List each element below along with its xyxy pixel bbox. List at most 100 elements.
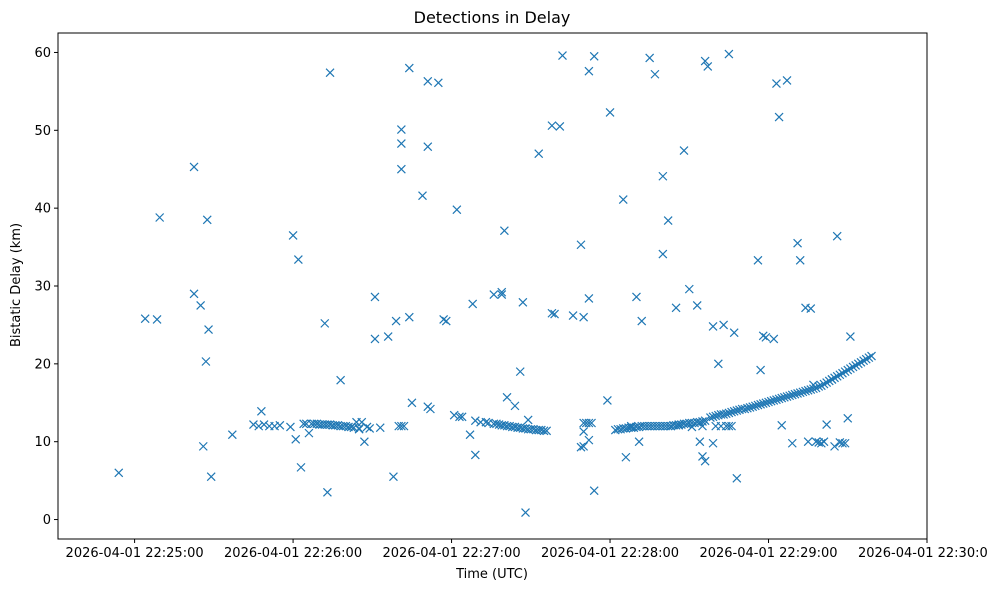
data-point xyxy=(756,365,766,375)
data-point xyxy=(637,316,647,326)
data-point xyxy=(816,381,826,391)
data-point xyxy=(539,426,549,436)
data-point xyxy=(370,292,380,302)
y-tick-label: 0 xyxy=(43,513,51,528)
data-point xyxy=(700,456,710,466)
data-point xyxy=(534,149,544,159)
data-point xyxy=(764,397,773,407)
data-point xyxy=(695,417,705,427)
data-point xyxy=(663,216,673,226)
data-point xyxy=(840,367,850,377)
data-point xyxy=(835,370,845,380)
data-point xyxy=(634,437,644,447)
data-point xyxy=(140,314,150,324)
data-point xyxy=(293,255,303,264)
data-point xyxy=(777,420,787,430)
y-tick-label: 50 xyxy=(34,124,51,139)
data-point xyxy=(189,289,199,299)
data-point xyxy=(832,371,842,381)
data-point xyxy=(256,406,266,416)
data-point xyxy=(259,420,269,429)
data-point xyxy=(758,399,768,408)
data-point xyxy=(457,412,467,422)
data-point xyxy=(492,419,501,429)
data-point xyxy=(579,441,589,451)
data-point xyxy=(605,107,615,117)
data-point xyxy=(782,392,792,401)
y-axis-title: Bistatic Delay (km) xyxy=(9,223,24,347)
data-point xyxy=(433,78,443,88)
data-point xyxy=(499,226,509,236)
data-point xyxy=(286,422,295,432)
data-point xyxy=(801,386,810,396)
data-point xyxy=(758,331,768,341)
data-point xyxy=(808,384,818,394)
data-point xyxy=(254,421,264,431)
data-point xyxy=(202,215,212,225)
y-tick-label: 60 xyxy=(34,46,51,61)
data-point xyxy=(470,450,480,460)
data-point xyxy=(816,438,826,448)
data-point xyxy=(383,332,393,342)
data-point xyxy=(618,195,628,205)
data-point xyxy=(785,391,795,401)
data-point xyxy=(299,419,309,429)
data-point xyxy=(587,418,596,428)
data-point xyxy=(584,435,594,445)
data-point xyxy=(756,399,766,409)
data-point xyxy=(584,418,594,428)
data-point xyxy=(700,56,710,66)
data-point xyxy=(827,374,837,384)
data-point xyxy=(861,354,871,364)
y-axis: 0 10 20 30 40 50 60 xyxy=(34,46,58,528)
data-point xyxy=(753,255,763,265)
data-point xyxy=(708,412,718,422)
data-point xyxy=(843,365,853,375)
data-point xyxy=(650,69,660,79)
data-point xyxy=(806,304,816,313)
data-point xyxy=(589,486,599,496)
data-point xyxy=(729,406,739,416)
data-point xyxy=(497,287,507,297)
data-point xyxy=(645,53,655,63)
data-point xyxy=(845,364,855,373)
plot-area xyxy=(57,32,928,540)
data-point xyxy=(576,240,586,250)
data-point xyxy=(793,389,802,398)
data-point xyxy=(206,472,216,482)
data-point xyxy=(779,392,789,402)
data-point xyxy=(705,413,715,422)
data-point xyxy=(423,76,433,86)
data-point xyxy=(468,299,478,309)
data-point xyxy=(515,367,525,377)
data-point xyxy=(838,438,847,448)
data-point xyxy=(465,430,475,440)
data-point xyxy=(497,290,507,299)
data-point xyxy=(708,438,718,448)
data-point xyxy=(304,428,314,438)
plot-frame xyxy=(57,32,928,540)
x-axis: 2026-04-01 22:25:00 2026-04-01 22:26:00 20… xyxy=(66,539,987,561)
data-points xyxy=(114,49,876,517)
data-point xyxy=(558,51,567,60)
data-point xyxy=(555,121,565,131)
data-point xyxy=(404,63,414,73)
data-point xyxy=(155,213,165,222)
data-point xyxy=(547,121,557,131)
data-point xyxy=(550,309,559,319)
data-point xyxy=(724,49,734,59)
data-point xyxy=(856,357,866,367)
data-point xyxy=(404,312,414,322)
data-point xyxy=(769,334,779,344)
data-point xyxy=(336,375,346,385)
data-point xyxy=(523,415,533,425)
data-point xyxy=(502,392,512,402)
data-point xyxy=(687,422,697,432)
data-point xyxy=(114,468,124,478)
data-point xyxy=(692,301,702,310)
data-point xyxy=(830,373,839,383)
data-point xyxy=(632,292,641,302)
y-tick-label: 20 xyxy=(34,357,51,372)
data-point xyxy=(579,427,589,436)
data-point xyxy=(455,412,464,422)
